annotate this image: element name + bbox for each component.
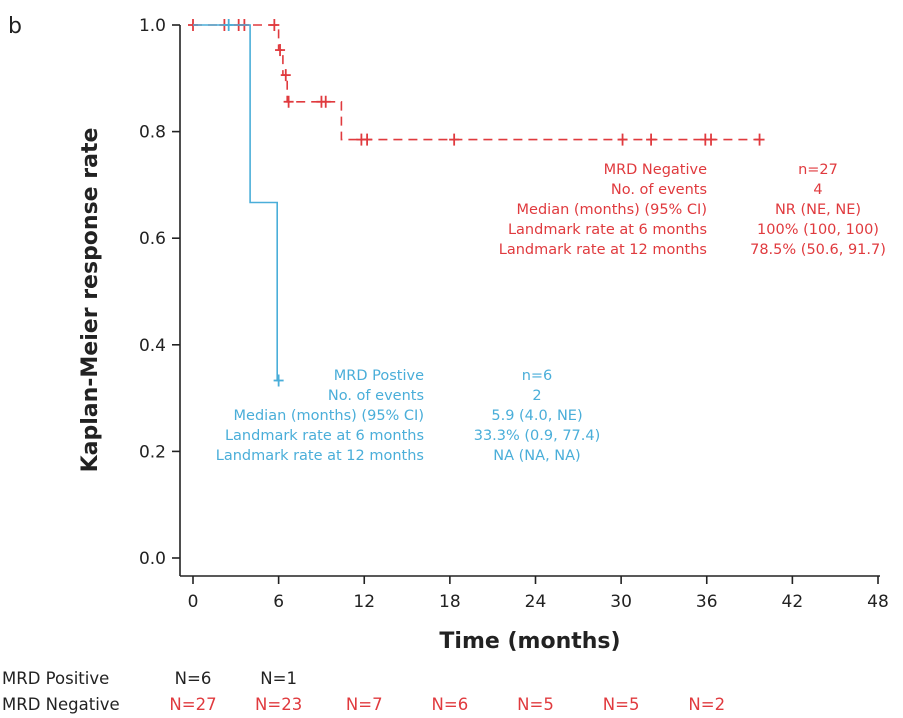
km-curve-mrd-negative — [193, 24, 760, 141]
censor-mark-mrd-negative — [362, 133, 373, 146]
annotation-value: n=27 — [798, 162, 838, 178]
annotation-value: 4 — [813, 182, 822, 198]
y-axis-title: Kaplan-Meier response rate — [78, 128, 103, 473]
censor-mark-mrd-positive — [223, 19, 234, 31]
y-tick-label: 0.6 — [139, 229, 166, 249]
annotation-label: Landmark rate at 12 months — [499, 242, 707, 258]
annotation-value: n=6 — [522, 368, 553, 384]
annotation-mrd-negative: MRD Negative n=27 No. of events 4 Median (mo… — [499, 162, 886, 258]
risk-count: N=27 — [169, 695, 216, 714]
panel-label: b — [8, 14, 22, 39]
annotation-label: MRD Negative — [604, 162, 708, 178]
y-tick-label: 1.0 — [139, 16, 166, 36]
x-tick-label: 42 — [782, 592, 804, 612]
risk-count: N=1 — [260, 669, 297, 688]
annotation-label: Median (months) (95% CI) — [234, 408, 424, 424]
risk-count: N=23 — [255, 695, 302, 714]
risk-row-label: MRD Positive — [2, 669, 109, 688]
censor-mark-mrd-negative — [320, 95, 331, 108]
censor-mark-mrd-negative — [617, 133, 628, 146]
x-tick-label: 18 — [439, 592, 461, 612]
km-curve-mrd-positive — [193, 24, 281, 382]
risk-count: N=5 — [517, 695, 554, 714]
x-tick-label: 30 — [610, 592, 632, 612]
annotation-value: 78.5% (50.6, 91.7) — [750, 242, 886, 258]
annotation-label: No. of events — [611, 182, 707, 198]
y-tick-label: 0.0 — [139, 549, 166, 569]
y-tick-label: 0.8 — [139, 123, 166, 143]
annotation-label: MRD Postive — [334, 368, 424, 384]
censor-mark-mrd-negative — [269, 19, 280, 31]
risk-count: N=5 — [603, 695, 640, 714]
risk-count: N=6 — [432, 695, 469, 714]
annotation-value: 33.3% (0.9, 77.4) — [474, 428, 601, 444]
annotation-value: 2 — [532, 388, 541, 404]
annotation-value: 5.9 (4.0, NE) — [491, 408, 582, 424]
censor-mark-mrd-negative — [275, 44, 286, 57]
annotation-label: Median (months) (95% CI) — [517, 202, 707, 218]
risk-count: N=2 — [688, 695, 725, 714]
annotation-label: No. of events — [328, 388, 424, 404]
series-layer — [188, 19, 765, 387]
risk-table: MRD Positive N=6 N=1 MRD Negative N=27 N=23 N=… — [2, 669, 725, 714]
x-tick-label: 48 — [867, 592, 889, 612]
annotation-label: Landmark rate at 6 months — [225, 428, 424, 444]
annotation-label: Landmark rate at 6 months — [508, 222, 707, 238]
censor-mark-mrd-negative — [754, 133, 765, 146]
x-tick-label: 24 — [525, 592, 547, 612]
censor-mark-mrd-negative — [646, 133, 657, 146]
risk-count: N=7 — [346, 695, 383, 714]
y-tick-label: 0.4 — [139, 336, 166, 356]
x-tick-label: 0 — [188, 592, 199, 612]
censor-mark-mrd-negative — [449, 133, 460, 146]
x-axis-title: Time (months) — [439, 629, 620, 654]
x-tick-label: 12 — [353, 592, 375, 612]
annotation-value: NA (NA, NA) — [493, 448, 580, 464]
y-axis-ticks: 0.0 0.2 0.4 0.6 0.8 1.0 — [139, 16, 180, 569]
x-axis-ticks: 0 6 12 18 24 30 36 42 48 — [188, 576, 889, 612]
censor-mark-mrd-negative — [706, 133, 717, 146]
annotation-value: NR (NE, NE) — [775, 202, 861, 218]
censor-mark-mrd-negative — [283, 95, 294, 108]
x-tick-label: 6 — [273, 592, 284, 612]
risk-row-label: MRD Negative — [2, 695, 120, 714]
annotation-label: Landmark rate at 12 months — [216, 448, 424, 464]
risk-count: N=6 — [175, 669, 212, 688]
censor-mark-mrd-negative — [280, 69, 291, 82]
censor-mark-mrd-positive — [273, 374, 284, 387]
y-tick-label: 0.2 — [139, 442, 166, 462]
annotation-mrd-positive: MRD Postive n=6 No. of events 2 Median (mont… — [216, 368, 601, 464]
x-tick-label: 36 — [696, 592, 718, 612]
annotation-value: 100% (100, 100) — [757, 222, 879, 238]
